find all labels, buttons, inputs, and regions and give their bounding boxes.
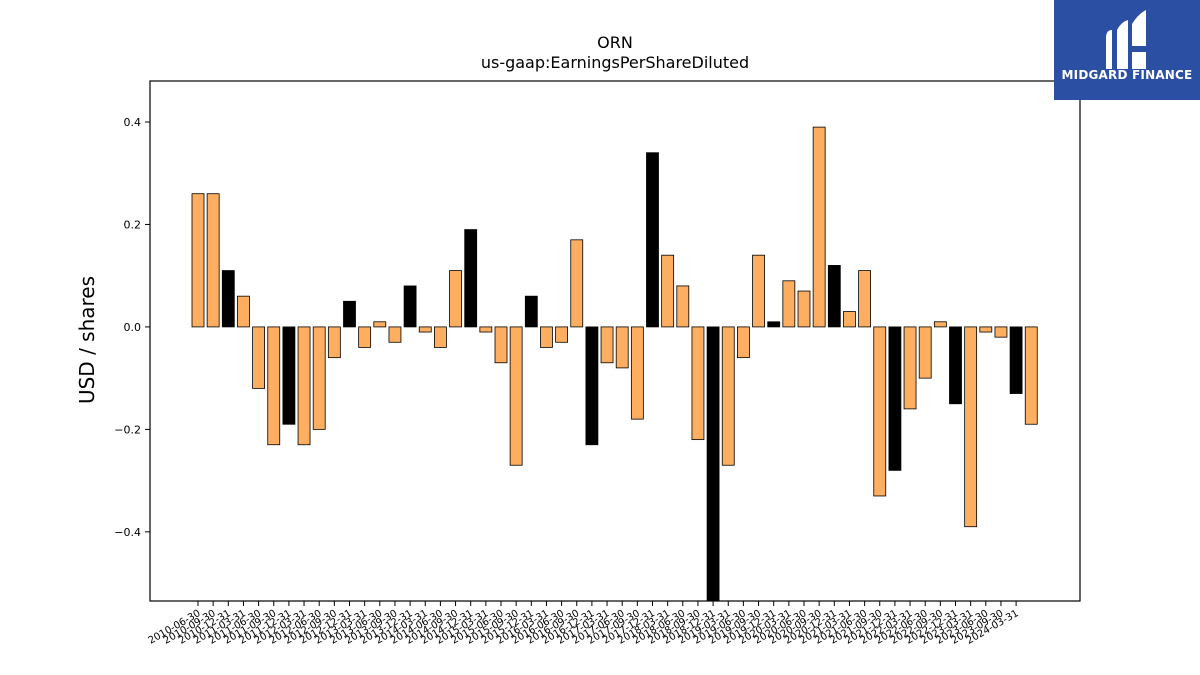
bar (797, 290, 811, 328)
bar (433, 326, 447, 348)
bar (737, 326, 750, 359)
bar (615, 326, 629, 369)
bar (630, 326, 644, 420)
bar (449, 270, 462, 328)
bar (979, 326, 993, 333)
bar (267, 326, 281, 446)
bar (691, 326, 705, 441)
bar (403, 285, 417, 328)
bar (888, 326, 902, 471)
chart-title: ORN (597, 33, 633, 52)
bar (282, 326, 296, 425)
bar (767, 321, 781, 328)
bar (524, 295, 538, 328)
bar (418, 326, 432, 333)
y-tick-label: −0.2 (114, 423, 141, 436)
bar (661, 254, 675, 328)
bar (479, 326, 493, 333)
bar (827, 265, 841, 328)
bar (191, 193, 205, 328)
y-tick-label: 0.0 (124, 321, 142, 334)
bar (933, 321, 947, 328)
bar (555, 326, 568, 343)
plot-frame (149, 80, 1081, 602)
bar (646, 152, 659, 328)
bar (388, 326, 402, 343)
bar (297, 326, 311, 446)
bar (237, 295, 250, 328)
bar (843, 311, 856, 328)
bar (949, 326, 962, 405)
y-tick-label: 0.2 (124, 218, 142, 231)
bar (873, 326, 887, 497)
bar (858, 270, 871, 328)
bar (343, 300, 356, 328)
chart-subtitle: us-gaap:EarningsPerShareDiluted (480, 53, 750, 72)
bar (464, 229, 478, 328)
bar (994, 326, 1008, 338)
bar (721, 326, 735, 466)
bar (676, 285, 690, 328)
bar (373, 321, 387, 328)
bar (221, 270, 235, 328)
bar (252, 326, 266, 389)
y-axis-label: USD / shares (75, 275, 99, 405)
bar (494, 326, 508, 364)
bar (782, 280, 796, 328)
bar (1009, 326, 1023, 394)
bar (358, 326, 372, 348)
bar (706, 326, 720, 602)
bars-layer (191, 126, 1038, 602)
bar (918, 326, 932, 379)
bar (206, 193, 220, 328)
midgard-logo-icon (1106, 10, 1160, 69)
bar (570, 239, 584, 328)
bar (312, 326, 326, 430)
bar (600, 326, 614, 364)
bar (964, 326, 978, 528)
bar (812, 126, 826, 328)
y-axis-ticks: −0.4 −0.2 0.0 0.2 0.4 (114, 116, 150, 539)
bar (509, 326, 523, 466)
bar (585, 326, 599, 446)
brand-name: MIDGARD FINANCE (1061, 68, 1193, 82)
y-tick-label: −0.4 (114, 526, 141, 539)
bar (752, 254, 765, 328)
x-axis-ticks: 2010-06-302010-09-302010-12-312011-03-31… (147, 601, 1021, 647)
bar (540, 326, 553, 348)
bar (1024, 326, 1038, 425)
y-tick-label: 0.4 (124, 116, 142, 129)
bar (903, 326, 917, 410)
bar (327, 326, 341, 359)
